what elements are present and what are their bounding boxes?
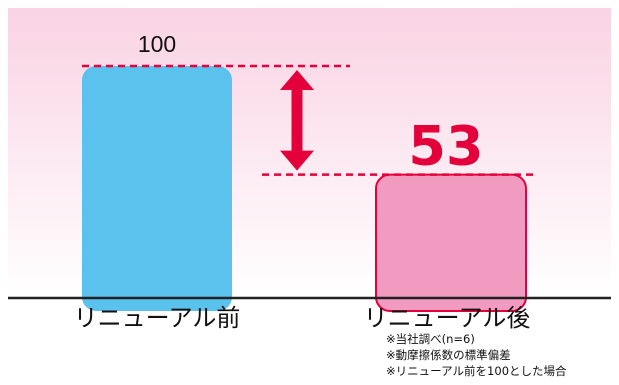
- bar-before: [82, 66, 232, 311]
- difference-arrow-head-down: [280, 150, 314, 171]
- bar-after: [375, 173, 527, 312]
- data-label-before: 100: [138, 31, 176, 57]
- category-label-after: リニューアル後: [364, 304, 531, 332]
- data-label-after: 53: [408, 115, 483, 178]
- footnote-survey: ※当社調べ(n=6): [386, 332, 475, 346]
- category-label-before: リニューアル前: [74, 304, 241, 332]
- difference-arrow-head-up: [280, 70, 314, 90]
- footnote-metric: ※動摩擦係数の標準偏差: [386, 348, 511, 362]
- footnotes: ※当社調べ(n=6) ※動摩擦係数の標準偏差 ※リニューアル前を100とした場合: [386, 331, 618, 379]
- footnote-baseline: ※リニューアル前を100とした場合: [386, 364, 567, 378]
